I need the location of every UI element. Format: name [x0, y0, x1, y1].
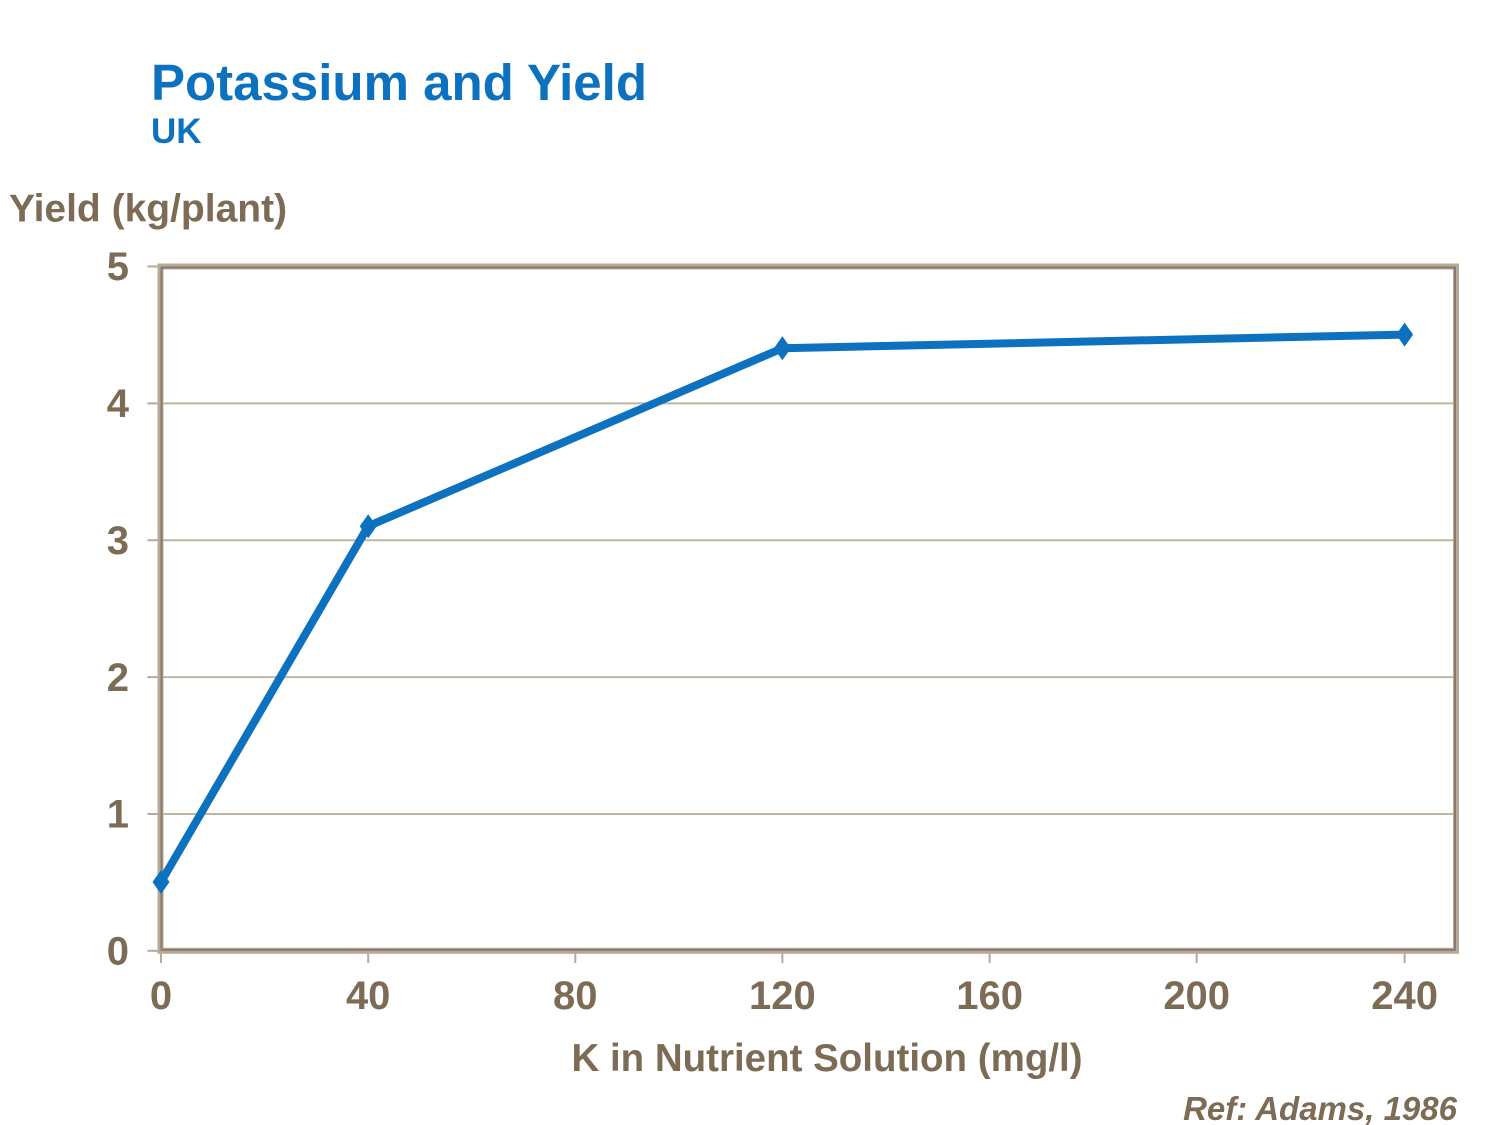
svg-text:3: 3: [107, 519, 129, 563]
svg-text:4: 4: [107, 382, 130, 426]
svg-text:240: 240: [1371, 974, 1438, 1018]
svg-text:2: 2: [107, 656, 129, 700]
svg-text:Yield (kg/plant): Yield (kg/plant): [9, 188, 287, 231]
svg-text:40: 40: [346, 974, 391, 1018]
svg-text:160: 160: [956, 974, 1023, 1018]
svg-text:200: 200: [1163, 974, 1230, 1018]
svg-text:5: 5: [107, 245, 129, 289]
svg-text:1: 1: [107, 793, 129, 837]
svg-text:120: 120: [749, 974, 816, 1018]
svg-text:UK: UK: [151, 112, 202, 151]
svg-text:0: 0: [150, 974, 172, 1018]
svg-text:0: 0: [107, 930, 129, 974]
svg-text:K in Nutrient Solution (mg/l): K in Nutrient Solution (mg/l): [571, 1037, 1082, 1080]
svg-text:80: 80: [553, 974, 598, 1018]
svg-text:Potassium and Yield: Potassium and Yield: [151, 54, 647, 111]
svg-text:Ref: Adams, 1986: Ref: Adams, 1986: [1183, 1090, 1458, 1125]
